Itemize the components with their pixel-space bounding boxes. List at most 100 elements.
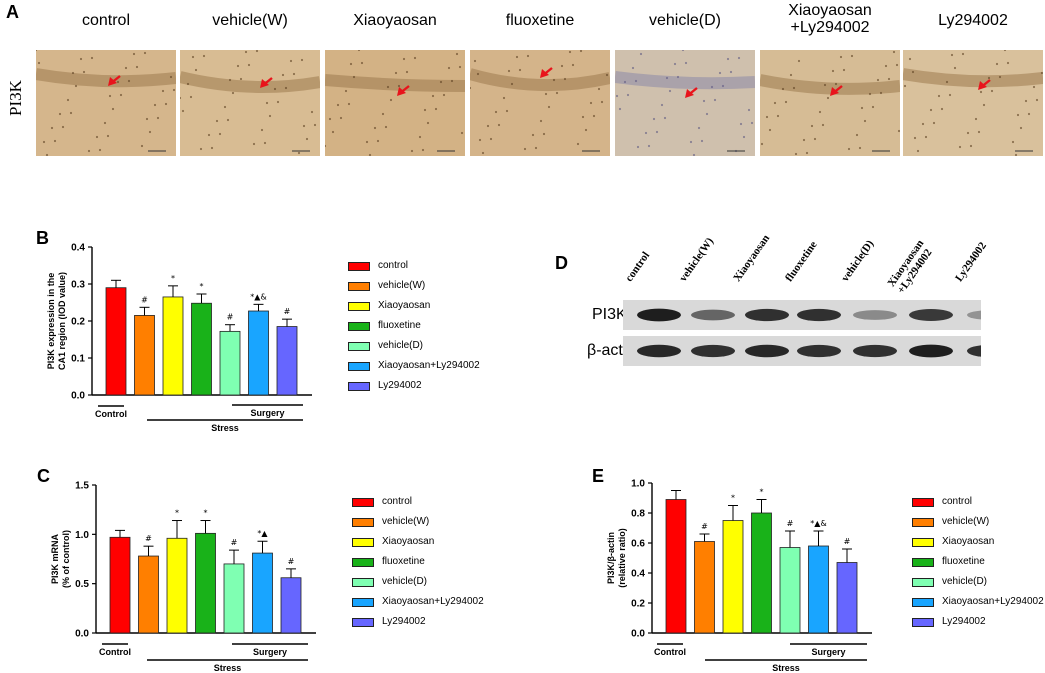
cell-nucleus (470, 86, 472, 90)
cell-nucleus (458, 65, 462, 69)
legend-swatch (352, 518, 374, 527)
cell-nucleus (90, 56, 94, 60)
cell-nucleus (357, 50, 361, 52)
significance-mark: # (844, 537, 851, 546)
cell-nucleus (1024, 99, 1028, 103)
cell-nucleus (929, 108, 933, 112)
cell-nucleus (281, 73, 285, 77)
legend-swatch (912, 538, 934, 547)
cell-nucleus (539, 119, 543, 123)
cell-nucleus (66, 98, 70, 102)
y-tick-label: 1.0 (631, 479, 645, 490)
significance-mark: *▲& (810, 519, 826, 528)
micrograph-texture (760, 50, 900, 156)
y-axis-label: PI3K expression in theCA1 region (IOD va… (46, 272, 67, 370)
cell-nucleus (568, 50, 572, 54)
cell-nucleus (913, 136, 917, 140)
blot-lane-line1: Ly294002 (953, 240, 989, 284)
y-tick-label: 0.0 (631, 629, 645, 640)
cell-nucleus (750, 121, 754, 125)
legend-swatch (348, 362, 370, 371)
y-axis-label-line1: PI3K/β-actin (606, 532, 616, 584)
micrograph-label-xiaoyaosan: Xiaoyaosan (315, 12, 475, 29)
cell-nucleus (623, 80, 627, 84)
cell-nucleus (111, 107, 115, 111)
cell-nucleus (581, 115, 585, 119)
legend-label: Ly294002 (382, 616, 426, 627)
bar-control (105, 287, 127, 396)
cell-nucleus (826, 96, 830, 100)
blot-lane-label-xiaoyaosan: Xiaoyaosan +Ly294002 (885, 238, 936, 296)
cell-nucleus (747, 108, 751, 112)
cell-nucleus (373, 126, 377, 130)
chart-e-ratio: 0.0 0.2 0.4 0.6 0.8 1.0 PI3K/β-actin(relative … (606, 479, 872, 673)
cell-nucleus (494, 110, 498, 114)
cell-nucleus (636, 145, 640, 149)
cell-nucleus (961, 52, 965, 56)
cell-layer-band (903, 68, 1043, 88)
cell-layer-band (180, 71, 320, 93)
micrograph-label-line1: vehicle(W) (212, 12, 288, 29)
cell-nucleus (868, 92, 872, 96)
cell-nucleus (502, 96, 506, 100)
y-axis-label: PI3K mRNA(% of control) (50, 530, 71, 588)
legend-e: control vehicle(W) Xiaoyaosan fluoxetine veh… (912, 496, 1045, 638)
blot-strip-pi3k (623, 300, 981, 330)
micrograph-fluoxetine (470, 50, 610, 156)
blot-lane-label-fluoxetine: fluoxetine (783, 239, 819, 284)
cell-nucleus (702, 99, 706, 103)
cell-nucleus (325, 144, 327, 148)
cell-nucleus (87, 149, 91, 153)
cell-nucleus (302, 124, 306, 128)
cell-nucleus (631, 66, 635, 70)
cell-nucleus (439, 80, 443, 84)
cell-nucleus (950, 53, 954, 57)
cell-nucleus (368, 153, 372, 156)
micrograph-texture (36, 50, 176, 156)
cell-nucleus (571, 63, 575, 67)
cell-nucleus (181, 109, 185, 113)
blot-lane-line1: vehicle(D) (839, 238, 877, 284)
cell-nucleus (977, 130, 981, 134)
cell-nucleus (172, 88, 176, 92)
significance-mark: # (288, 557, 295, 566)
y-tick-label: 0.5 (75, 579, 89, 590)
cell-nucleus (58, 112, 62, 116)
cell-nucleus (773, 101, 777, 105)
micrograph-side-label: PI3K (6, 80, 25, 116)
bar-vehicle-w (138, 555, 159, 634)
significance-mark: # (145, 534, 152, 543)
panel-letter-d: D (555, 253, 568, 273)
red-arrow-icon (108, 75, 121, 86)
cell-nucleus (552, 78, 556, 82)
cell-nucleus (186, 82, 190, 86)
legend-label: control (942, 496, 973, 507)
cell-nucleus (916, 149, 920, 153)
micrograph-label-line2: +Ly294002 (790, 19, 870, 36)
significance-mark: # (231, 538, 238, 547)
y-tick-label: 0.6 (631, 539, 645, 550)
cell-nucleus (969, 144, 973, 148)
cell-nucleus (705, 112, 709, 116)
legend-swatch (352, 538, 374, 547)
significance-mark: *▲ (257, 529, 268, 538)
cell-nucleus (979, 90, 983, 94)
bar-vehicle-d (779, 547, 801, 634)
cell-nucleus (273, 87, 277, 91)
legend-swatch (352, 558, 374, 567)
cell-nucleus (618, 107, 622, 111)
cell-nucleus (634, 79, 638, 83)
micrograph-xiaoyaosan (760, 50, 900, 156)
significance-mark: # (141, 295, 148, 304)
legend-label: Xiaoyaosan (942, 536, 995, 547)
cell-nucleus (61, 125, 65, 129)
y-tick-label: 0.2 (71, 317, 85, 328)
micrograph-label-line1: Ly294002 (938, 12, 1008, 29)
red-arrow-icon (978, 79, 991, 90)
cell-nucleus (823, 83, 827, 87)
control-group-label: Control (95, 409, 127, 419)
legend-label: vehicle(D) (942, 576, 988, 587)
cell-nucleus (681, 50, 685, 52)
cell-nucleus (784, 100, 788, 104)
blot-lane-label-ly294002: Ly294002 (953, 240, 989, 284)
